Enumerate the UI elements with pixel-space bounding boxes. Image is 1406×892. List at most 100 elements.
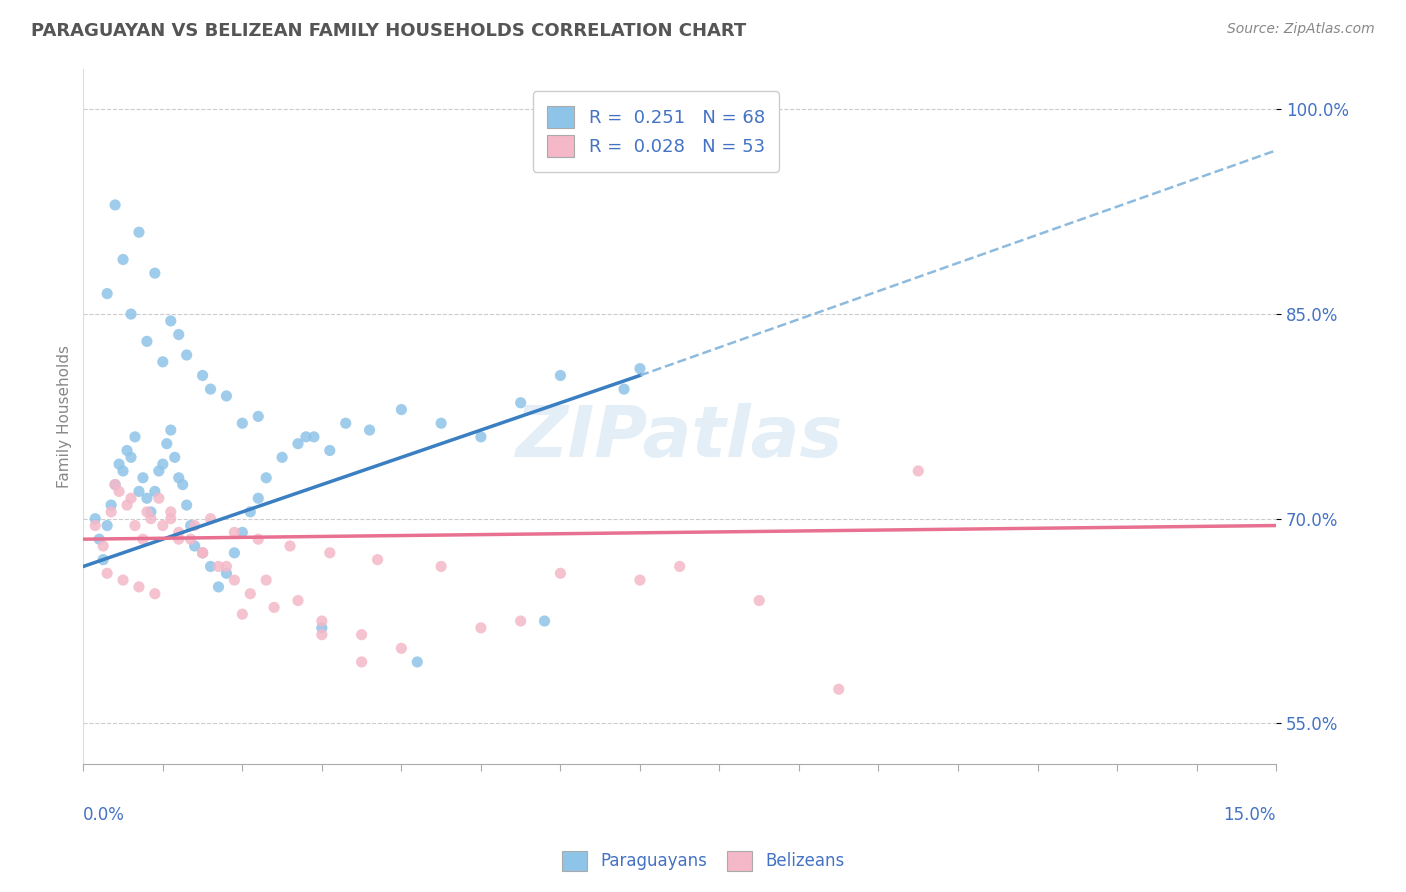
- Point: [100, 505, 122, 519]
- Point: [104, 198, 127, 212]
- Point: [509, 396, 531, 410]
- Point: [247, 532, 270, 546]
- Y-axis label: Family Households: Family Households: [58, 345, 72, 488]
- Point: [311, 628, 333, 642]
- Point: [91, 552, 114, 566]
- Point: [172, 477, 194, 491]
- Point: [115, 498, 138, 512]
- Point: [287, 593, 309, 607]
- Point: [215, 559, 238, 574]
- Point: [96, 518, 118, 533]
- Point: [159, 505, 181, 519]
- Point: [533, 614, 555, 628]
- Point: [89, 532, 111, 546]
- Point: [156, 436, 179, 450]
- Point: [200, 559, 222, 574]
- Point: [159, 512, 181, 526]
- Point: [124, 430, 146, 444]
- Point: [271, 450, 294, 465]
- Text: Source: ZipAtlas.com: Source: ZipAtlas.com: [1227, 22, 1375, 37]
- Point: [200, 512, 222, 526]
- Text: PARAGUAYAN VS BELIZEAN FAMILY HOUSEHOLDS CORRELATION CHART: PARAGUAYAN VS BELIZEAN FAMILY HOUSEHOLDS…: [31, 22, 747, 40]
- Point: [159, 423, 181, 437]
- Point: [104, 477, 127, 491]
- Point: [200, 382, 222, 396]
- Point: [367, 552, 389, 566]
- Point: [148, 491, 170, 506]
- Point: [287, 436, 309, 450]
- Point: [239, 587, 262, 601]
- Text: ZIPatlas: ZIPatlas: [516, 403, 844, 472]
- Point: [224, 546, 246, 560]
- Point: [231, 607, 253, 622]
- Point: [128, 484, 150, 499]
- Point: [167, 327, 190, 342]
- Point: [231, 416, 253, 430]
- Point: [311, 621, 333, 635]
- Point: [183, 539, 205, 553]
- Point: [350, 628, 373, 642]
- Point: [167, 525, 190, 540]
- Point: [302, 430, 325, 444]
- Point: [224, 573, 246, 587]
- Text: 0.0%: 0.0%: [83, 806, 125, 824]
- Point: [319, 443, 342, 458]
- Point: [207, 559, 229, 574]
- Point: [104, 477, 127, 491]
- Point: [108, 484, 131, 499]
- Point: [278, 539, 301, 553]
- Point: [152, 518, 174, 533]
- Point: [128, 225, 150, 239]
- Point: [350, 655, 373, 669]
- Point: [509, 614, 531, 628]
- Point: [430, 416, 453, 430]
- Point: [139, 505, 162, 519]
- Point: [135, 491, 157, 506]
- Point: [406, 655, 429, 669]
- Point: [311, 614, 333, 628]
- Point: [180, 518, 202, 533]
- Point: [907, 464, 929, 478]
- Point: [84, 512, 107, 526]
- Point: [191, 546, 214, 560]
- Point: [550, 368, 572, 383]
- Point: [668, 559, 690, 574]
- Point: [112, 464, 135, 478]
- Point: [132, 532, 155, 546]
- Point: [828, 682, 851, 697]
- Point: [135, 505, 157, 519]
- Point: [176, 348, 198, 362]
- Point: [191, 546, 214, 560]
- Point: [163, 450, 186, 465]
- Point: [112, 252, 135, 267]
- Point: [96, 566, 118, 581]
- Point: [254, 471, 277, 485]
- Point: [132, 471, 155, 485]
- Point: [215, 389, 238, 403]
- Point: [628, 361, 651, 376]
- Point: [263, 600, 285, 615]
- Point: [247, 491, 270, 506]
- Point: [115, 443, 138, 458]
- Point: [148, 464, 170, 478]
- Point: [167, 532, 190, 546]
- Point: [96, 286, 118, 301]
- Point: [124, 518, 146, 533]
- Point: [167, 471, 190, 485]
- Point: [470, 621, 492, 635]
- Point: [143, 587, 166, 601]
- Point: [108, 457, 131, 471]
- Point: [176, 498, 198, 512]
- Point: [91, 539, 114, 553]
- Legend: R =  0.251   N = 68, R =  0.028   N = 53: R = 0.251 N = 68, R = 0.028 N = 53: [533, 92, 779, 171]
- Point: [247, 409, 270, 424]
- Point: [295, 430, 318, 444]
- Point: [159, 314, 181, 328]
- Point: [207, 580, 229, 594]
- Point: [120, 491, 142, 506]
- Point: [389, 402, 412, 417]
- Point: [224, 525, 246, 540]
- Point: [139, 512, 162, 526]
- Point: [191, 368, 214, 383]
- Point: [254, 573, 277, 587]
